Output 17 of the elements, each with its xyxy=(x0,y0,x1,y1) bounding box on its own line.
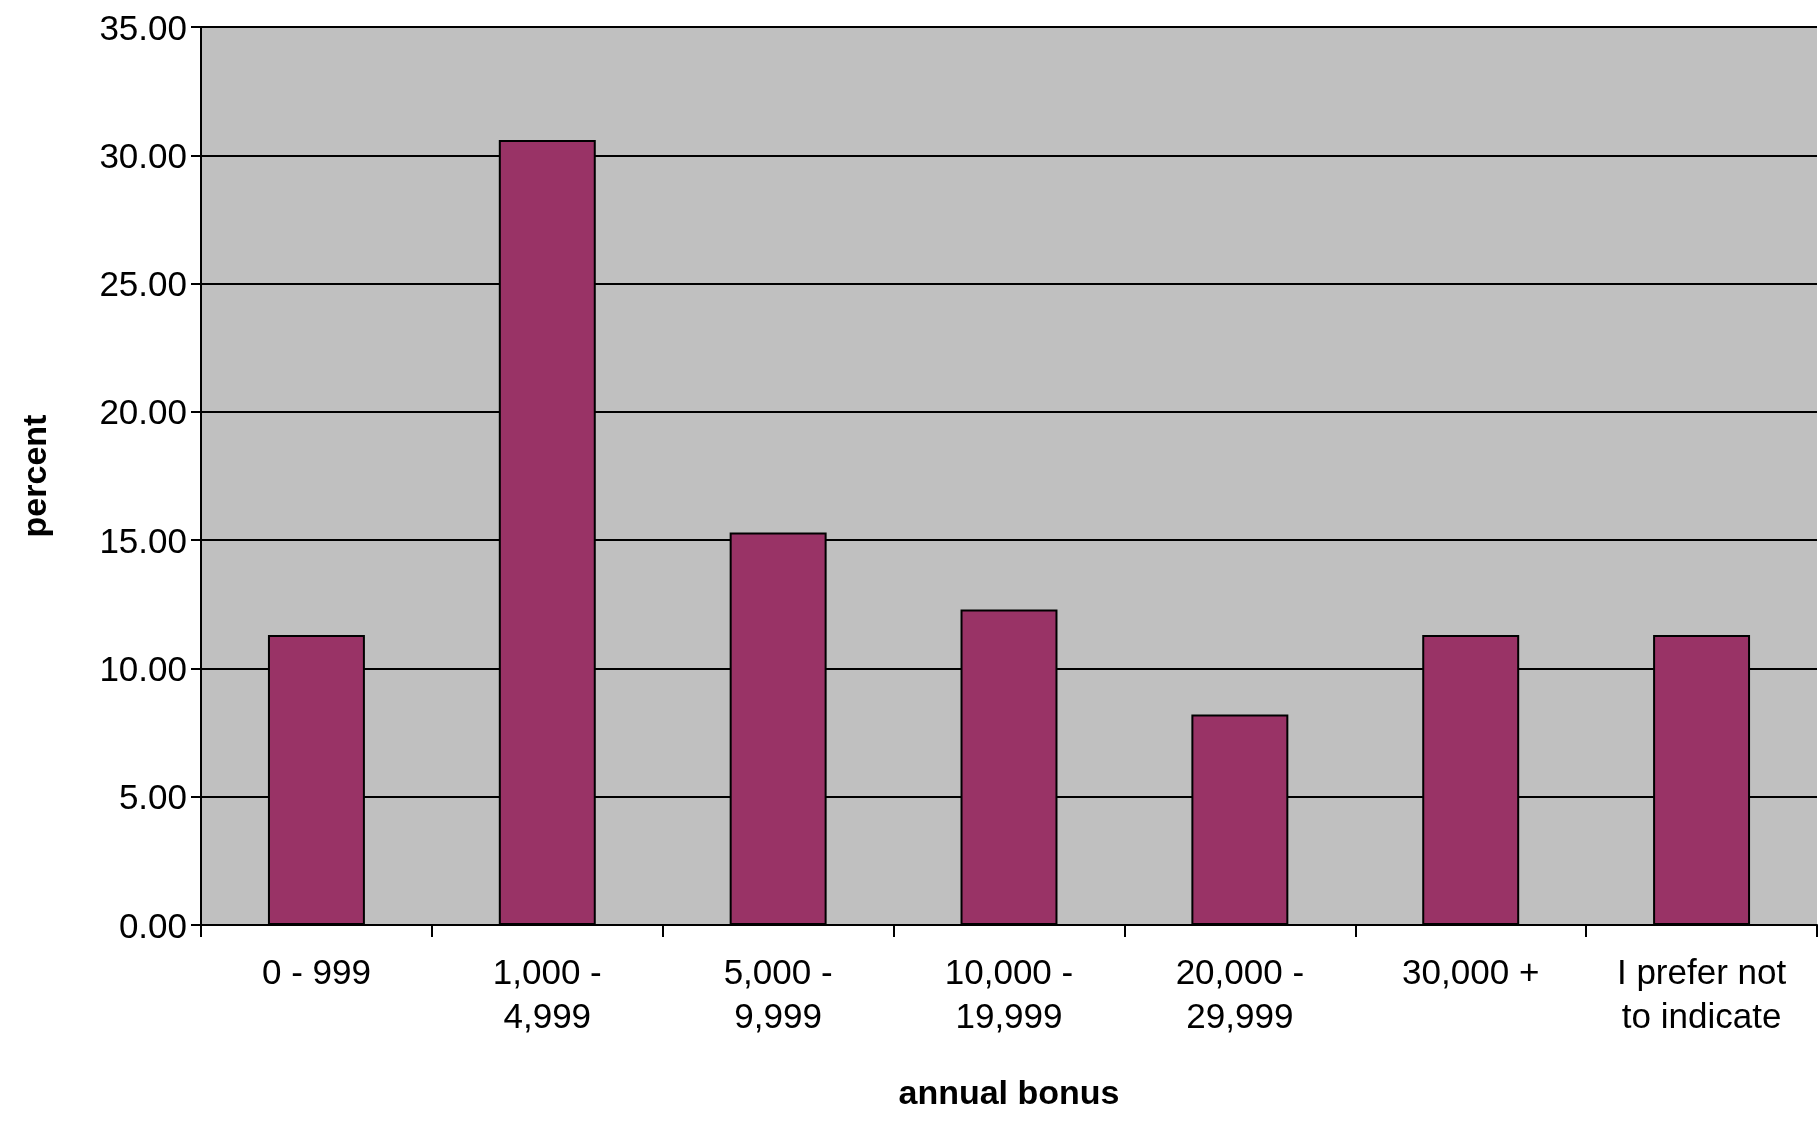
y-tick-label: 0.00 xyxy=(118,905,187,945)
x-tick-label: 30,000 + xyxy=(1402,951,1540,991)
y-tick-label: 35.00 xyxy=(99,7,187,47)
x-axis-title: annual bonus xyxy=(898,1073,1120,1111)
x-tick-label: 5,000 - 9,999 xyxy=(723,951,833,1035)
y-tick-label: 20.00 xyxy=(99,392,187,432)
x-tick-label: 1,000 - 4,999 xyxy=(492,951,602,1035)
x-tick-label: I prefer not to indicate xyxy=(1616,951,1787,1035)
y-tick-label: 30.00 xyxy=(99,135,187,175)
y-tick-label: 15.00 xyxy=(99,520,187,560)
y-tick-label: 5.00 xyxy=(118,777,187,817)
x-tick-label: 10,000 - 19,999 xyxy=(944,951,1074,1035)
x-tick-label: 0 - 999 xyxy=(261,951,371,991)
y-tick-label: 10.00 xyxy=(99,648,187,688)
x-tick-label: 20,000 - 29,999 xyxy=(1175,951,1305,1035)
y-axis-title: percent xyxy=(15,414,53,538)
y-tick-label: 25.00 xyxy=(99,264,187,304)
